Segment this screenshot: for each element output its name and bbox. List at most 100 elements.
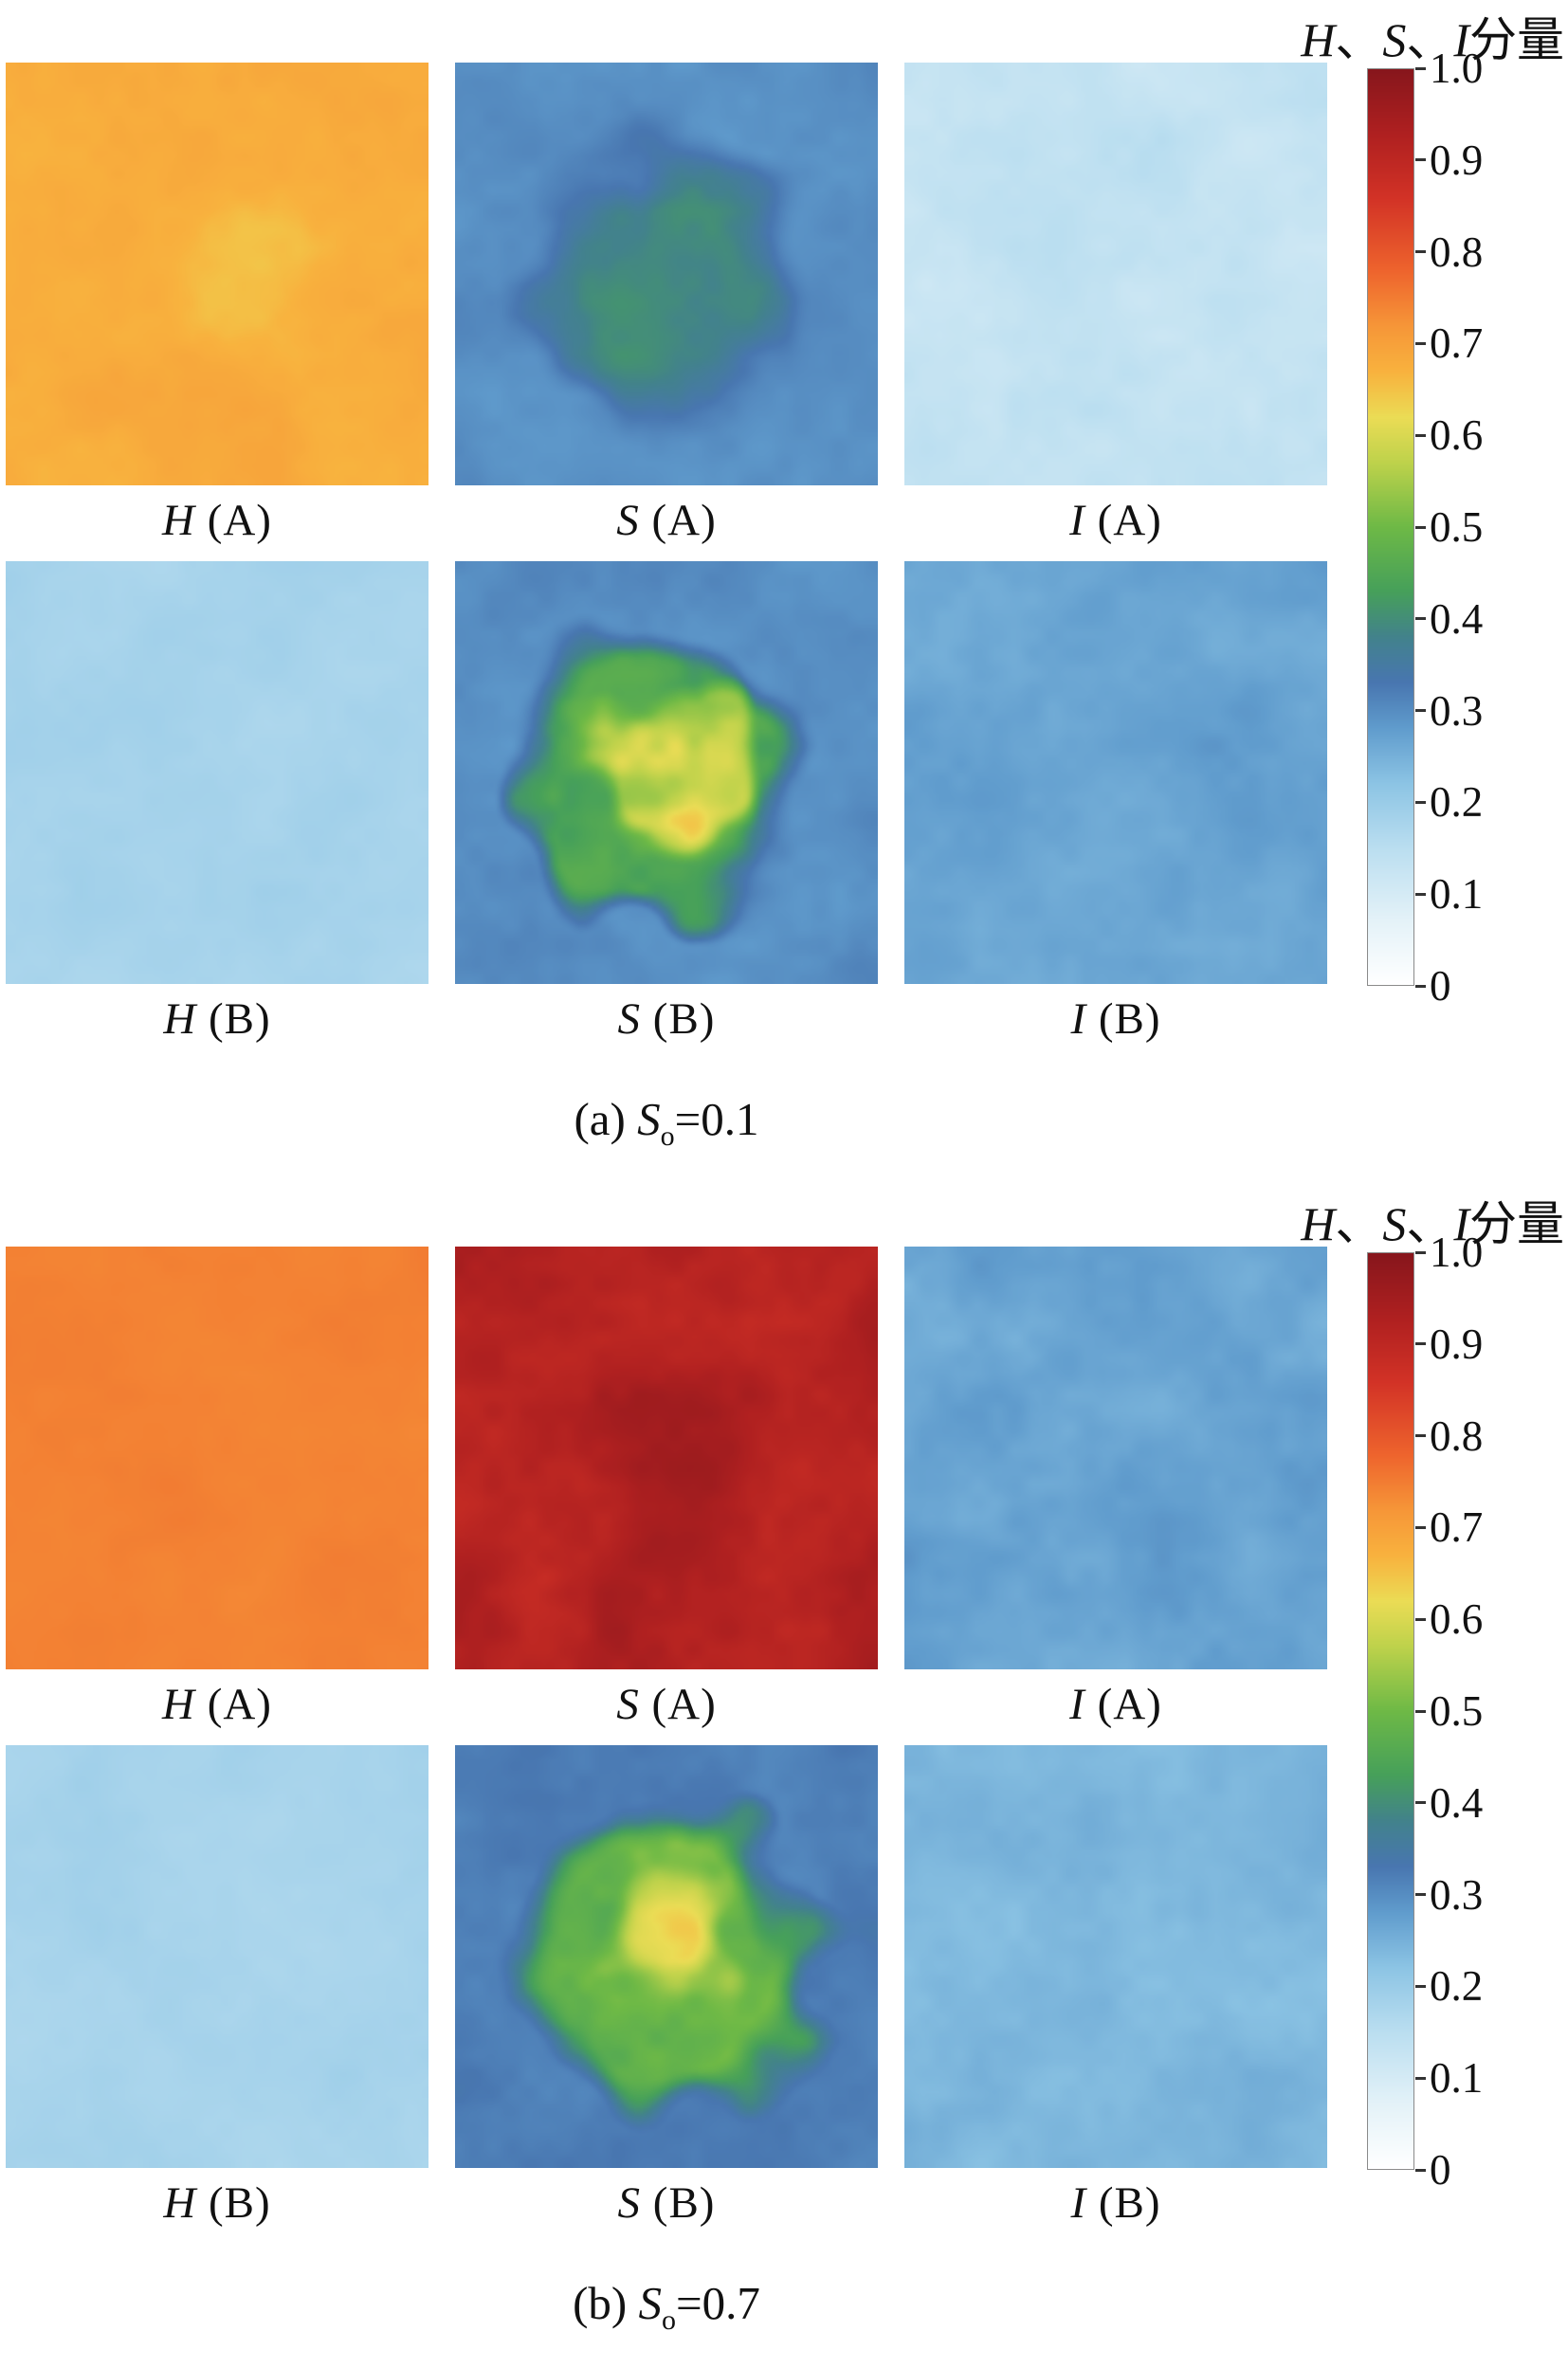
heatmap-i-a-canvas: [904, 1247, 1327, 1669]
colorbar-tick-label: 0.7: [1430, 1503, 1484, 1552]
caption-prefix: (a): [574, 1093, 638, 1145]
caption-a: (a) So=0.1: [6, 1092, 1327, 1153]
colorbar-tick-mark: [1415, 800, 1426, 804]
colorbar-tick-mark: [1415, 892, 1426, 896]
tile-label-h-a: H (A): [6, 495, 428, 546]
colorbar-tick-label: 0.6: [1430, 411, 1484, 460]
tile-label-i-a: I (A): [904, 495, 1327, 546]
colorbar-tick-label: 0.9: [1430, 1320, 1484, 1368]
tile-label-suffix: (B): [1086, 2178, 1161, 2228]
tile-label-suffix: (B): [1086, 994, 1161, 1044]
colorbar-tick-label: 0.3: [1430, 1870, 1484, 1919]
colorbar-tick-mark: [1415, 1801, 1426, 1805]
heatmap-i-b-canvas: [904, 1745, 1327, 2168]
heatmap-h-b: [6, 1745, 428, 2168]
heatmap-i-a: [904, 63, 1327, 485]
tile-label-var: H: [162, 496, 195, 545]
title-part: 、: [1335, 1197, 1383, 1250]
tile-label-var: I: [1069, 496, 1085, 545]
tile-label-var: I: [1070, 994, 1087, 1044]
hsi-components-title: H、S、I分量: [901, 2, 1564, 70]
tile-label-s-a: S (A): [455, 495, 878, 546]
colorbar-gradient: [1368, 69, 1413, 985]
heatmap-s-a: [455, 63, 878, 485]
colorbar-tick-label: 0: [1430, 962, 1451, 1010]
heatmap-s-b: [455, 561, 878, 984]
colorbar-tick-label: 0.8: [1430, 1412, 1484, 1460]
colorbar-tick-mark: [1415, 2076, 1426, 2080]
colorbar-tick-mark: [1415, 1617, 1426, 1621]
heatmap-h-b-canvas: [6, 561, 428, 984]
title-part: 、: [1406, 13, 1454, 66]
tile-label-suffix: (A): [639, 496, 717, 545]
tile-label-suffix: (B): [196, 2178, 271, 2228]
colorbar-tick-label: 0.2: [1430, 1962, 1484, 2011]
colorbar-tick-label: 1.0: [1430, 1229, 1484, 1276]
colorbar-gradient: [1368, 1253, 1413, 2169]
heatmap-i-a-canvas: [904, 63, 1327, 485]
title-part: I: [1453, 13, 1469, 66]
heatmap-i-b-canvas: [904, 561, 1327, 984]
colorbar-tick-mark: [1415, 1984, 1426, 1988]
colorbar-tick-mark: [1415, 433, 1426, 437]
tile-label-i-b: I (B): [904, 2177, 1327, 2229]
tile-label-var: S: [616, 496, 640, 545]
tile-label-h-a: H (A): [6, 1679, 428, 1730]
tile-label-h-b: H (B): [6, 993, 428, 1045]
heatmap-h-b: [6, 561, 428, 984]
colorbar-tick-label: 0.4: [1430, 594, 1484, 643]
title-part: 、: [1406, 1197, 1454, 1250]
colorbar-tick-mark: [1415, 1525, 1426, 1529]
tile-label-h-b: H (B): [6, 2177, 428, 2229]
tile-label-suffix: (B): [641, 994, 716, 1044]
caption-subscript: o: [662, 2304, 676, 2336]
title-part: 、: [1335, 13, 1383, 66]
colorbar-tick-mark: [1415, 341, 1426, 345]
colorbar-tick-mark: [1415, 1342, 1426, 1346]
hsi-components-title: H、S、I分量: [901, 1186, 1564, 1254]
caption-value: =0.1: [674, 1093, 759, 1145]
colorbar-tick-mark: [1415, 984, 1426, 988]
colorbar-tick-label: 0.5: [1430, 1687, 1484, 1735]
caption-variable: S: [638, 2277, 663, 2329]
heatmap-s-b-canvas: [455, 1745, 878, 2168]
heatmap-s-b-canvas: [455, 561, 878, 984]
heatmap-h-a: [6, 1247, 428, 1669]
colorbar-tick-mark: [1415, 1893, 1426, 1897]
colorbar: [1367, 68, 1414, 986]
colorbar-tick-label: 1.0: [1430, 45, 1484, 92]
tile-label-var: H: [162, 1680, 195, 1729]
colorbar-tick-label: 0.9: [1430, 136, 1484, 184]
tile-label-suffix: (A): [639, 1680, 717, 1729]
tile-label-i-b: I (B): [904, 993, 1327, 1045]
colorbar-tick-label: 0.8: [1430, 228, 1484, 276]
caption-b: (b) So=0.7: [6, 2276, 1327, 2337]
tile-label-suffix: (B): [641, 2178, 716, 2228]
tile-label-suffix: (A): [194, 496, 272, 545]
tile-label-var: I: [1070, 2178, 1087, 2228]
tile-label-s-b: S (B): [455, 2177, 878, 2229]
heatmap-s-a: [455, 1247, 878, 1669]
tile-label-suffix: (B): [196, 994, 271, 1044]
tile-label-suffix: (A): [1085, 496, 1162, 545]
colorbar-tick-mark: [1415, 250, 1426, 254]
heatmap-h-a: [6, 63, 428, 485]
title-part: H: [1301, 1197, 1336, 1250]
colorbar-tick-mark: [1415, 158, 1426, 162]
heatmap-h-b-canvas: [6, 1745, 428, 2168]
panel-a: H、S、I分量 H (A) S (A) I (A) H (B) S (B) I …: [6, 2, 1564, 1153]
tile-label-var: S: [617, 2178, 642, 2228]
tile-label-var: H: [163, 2178, 197, 2228]
colorbar-tick-mark: [1415, 709, 1426, 713]
colorbar-tick-label: 0.6: [1430, 1595, 1484, 1644]
title-part: 分量: [1469, 13, 1564, 66]
heatmap-s-b: [455, 1745, 878, 2168]
tile-label-var: H: [163, 994, 197, 1044]
caption-subscript: o: [660, 1120, 675, 1152]
panel-b: H、S、I分量 H (A) S (A) I (A) H (B) S (B) I …: [0, 1184, 1568, 2368]
tile-label-suffix: (A): [1085, 1680, 1162, 1729]
heatmap-i-a: [904, 1247, 1327, 1669]
tile-label-i-a: I (A): [904, 1679, 1327, 1730]
title-part: S: [1382, 1197, 1407, 1250]
